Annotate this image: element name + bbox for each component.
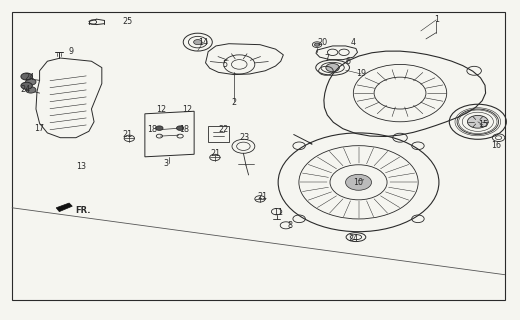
Circle shape	[315, 43, 320, 46]
Text: 6: 6	[346, 57, 350, 66]
Text: 9: 9	[68, 47, 73, 56]
Text: 8: 8	[288, 221, 293, 230]
Circle shape	[346, 174, 371, 190]
Text: 24: 24	[20, 85, 31, 94]
Text: FR.: FR.	[75, 206, 90, 215]
Circle shape	[193, 40, 202, 45]
Circle shape	[156, 126, 163, 130]
Circle shape	[467, 116, 488, 128]
Text: 20: 20	[317, 38, 327, 47]
Text: 18: 18	[179, 125, 189, 134]
Text: 19: 19	[356, 69, 366, 78]
Text: 4: 4	[351, 38, 356, 47]
Text: 24: 24	[24, 73, 34, 82]
Text: 13: 13	[76, 162, 86, 171]
Text: 11: 11	[273, 208, 283, 217]
Text: 5: 5	[222, 60, 227, 69]
Text: 21: 21	[123, 130, 133, 139]
Circle shape	[176, 126, 184, 130]
Text: 21: 21	[257, 192, 268, 201]
Text: 3: 3	[163, 159, 168, 168]
Text: 16: 16	[491, 141, 501, 150]
Text: 24: 24	[348, 234, 358, 243]
Text: 17: 17	[34, 124, 45, 132]
Circle shape	[21, 82, 32, 89]
Circle shape	[25, 87, 36, 93]
Text: 12: 12	[183, 105, 192, 114]
Circle shape	[25, 79, 36, 85]
Text: 7: 7	[325, 53, 330, 62]
Polygon shape	[56, 203, 72, 212]
Text: 22: 22	[218, 125, 229, 134]
Text: 15: 15	[478, 120, 488, 130]
Text: 10: 10	[354, 178, 363, 187]
Text: 25: 25	[123, 17, 133, 26]
Text: 12: 12	[157, 105, 166, 114]
Circle shape	[21, 73, 32, 80]
Circle shape	[326, 63, 340, 72]
Text: 14: 14	[198, 38, 208, 47]
Text: 21: 21	[211, 149, 221, 158]
Text: 23: 23	[239, 133, 250, 142]
Text: 1: 1	[434, 15, 439, 24]
Text: 2: 2	[231, 98, 237, 107]
Text: 18: 18	[148, 125, 158, 134]
